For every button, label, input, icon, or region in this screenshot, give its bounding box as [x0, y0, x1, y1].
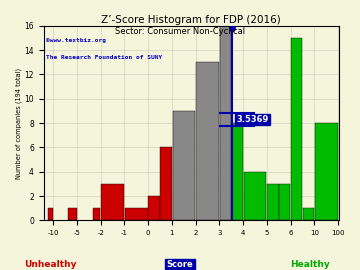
Text: Sector: Consumer Non-Cyclical: Sector: Consumer Non-Cyclical — [115, 27, 245, 36]
Bar — [231, 123, 243, 220]
Bar — [93, 208, 100, 220]
Bar — [125, 208, 148, 220]
Bar — [101, 184, 124, 220]
Text: Score: Score — [167, 260, 193, 269]
Bar — [244, 172, 266, 220]
Bar — [279, 184, 291, 220]
Bar — [49, 208, 53, 220]
Bar — [148, 196, 160, 220]
Text: Healthy: Healthy — [290, 260, 329, 269]
Text: Unhealthy: Unhealthy — [24, 260, 77, 269]
Title: Z’-Score Histogram for FDP (2016): Z’-Score Histogram for FDP (2016) — [101, 15, 281, 25]
Y-axis label: Number of companies (194 total): Number of companies (194 total) — [15, 68, 22, 179]
Bar — [303, 208, 314, 220]
Bar — [267, 184, 279, 220]
Bar — [68, 208, 77, 220]
Bar — [172, 111, 195, 220]
Bar — [160, 147, 172, 220]
Bar — [315, 123, 338, 220]
Text: The Research Foundation of SUNY: The Research Foundation of SUNY — [46, 55, 162, 60]
Bar — [220, 26, 231, 220]
Text: 3.5369: 3.5369 — [236, 115, 268, 124]
Text: ©www.textbiz.org: ©www.textbiz.org — [46, 38, 106, 43]
Bar — [196, 62, 219, 220]
Bar — [291, 38, 302, 220]
